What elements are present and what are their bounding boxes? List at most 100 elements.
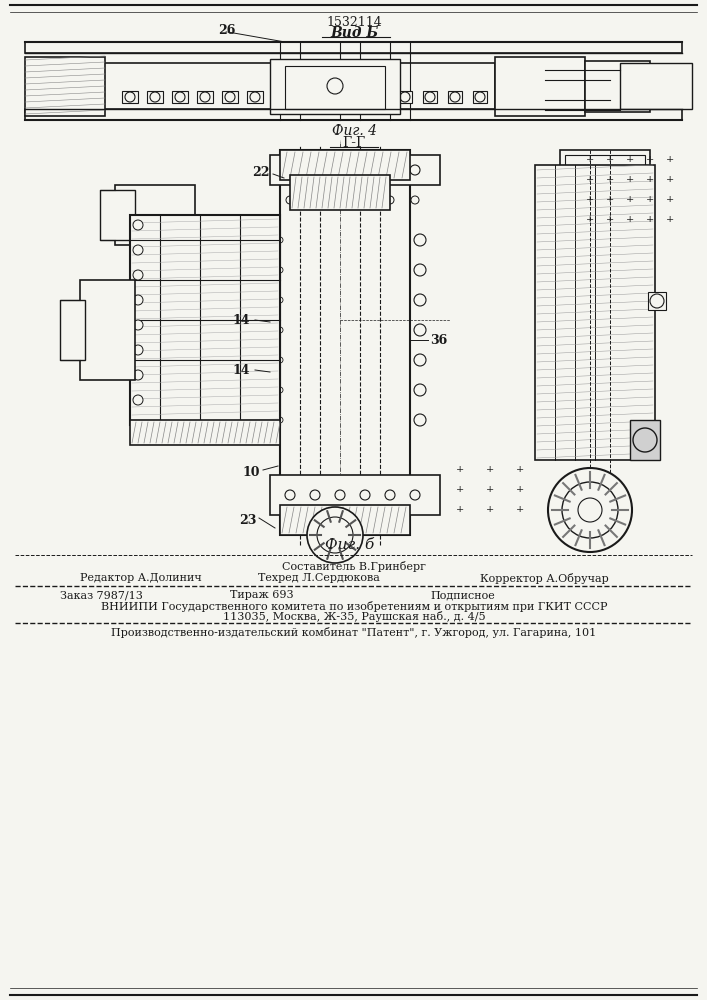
Text: Производственно-издательский комбинат "Патент", г. Ужгород, ул. Гагарина, 101: Производственно-издательский комбинат "П…	[112, 626, 597, 638]
Circle shape	[133, 345, 143, 355]
Text: 22: 22	[252, 165, 270, 178]
Bar	[280, 150, 410, 535]
Text: Составитель В.Гринберг: Составитель В.Гринберг	[282, 560, 426, 572]
Bar	[630, 420, 660, 460]
Circle shape	[414, 234, 426, 246]
Text: +: +	[666, 196, 674, 205]
Text: +: +	[586, 196, 594, 205]
Text: +: +	[606, 176, 614, 184]
Circle shape	[277, 387, 283, 393]
Bar	[270, 475, 440, 515]
Circle shape	[317, 517, 353, 553]
Circle shape	[336, 196, 344, 204]
Text: +: +	[586, 216, 594, 225]
Bar	[285, 66, 385, 109]
Text: +: +	[606, 216, 614, 225]
Bar	[348, 91, 362, 103]
Circle shape	[578, 498, 602, 522]
Text: +: +	[586, 176, 594, 184]
Circle shape	[277, 267, 283, 273]
Circle shape	[414, 414, 426, 426]
Circle shape	[277, 237, 283, 243]
Circle shape	[650, 294, 664, 308]
Text: +: +	[626, 216, 634, 225]
Circle shape	[264, 324, 276, 336]
Circle shape	[264, 414, 276, 426]
Circle shape	[414, 354, 426, 366]
Bar	[373, 91, 387, 103]
Bar	[25, 109, 682, 120]
Bar	[55, 63, 495, 109]
Text: Подписное: Подписное	[430, 590, 495, 600]
Text: 113035, Москва, Ж-35, Раушская наб., д. 4/5: 113035, Москва, Ж-35, Раушская наб., д. …	[223, 610, 485, 621]
Bar	[290, 175, 390, 210]
Circle shape	[264, 234, 276, 246]
Text: +: +	[646, 155, 654, 164]
Bar	[535, 165, 655, 460]
Circle shape	[562, 482, 618, 538]
Bar	[620, 63, 692, 109]
Text: +: +	[646, 176, 654, 184]
Circle shape	[414, 264, 426, 276]
Bar	[172, 91, 188, 103]
Circle shape	[400, 92, 410, 102]
Text: Редактор А.Долинич: Редактор А.Долинич	[80, 573, 201, 583]
Text: +: +	[666, 155, 674, 164]
Bar	[270, 59, 400, 114]
Circle shape	[311, 196, 319, 204]
Bar	[25, 57, 105, 116]
Text: +: +	[486, 466, 494, 475]
Circle shape	[286, 196, 294, 204]
Text: +: +	[626, 176, 634, 184]
Circle shape	[150, 92, 160, 102]
Text: Г-Г: Г-Г	[342, 136, 366, 150]
Bar	[130, 420, 280, 445]
Text: +: +	[606, 155, 614, 164]
Circle shape	[133, 370, 143, 380]
Bar	[60, 300, 85, 360]
Circle shape	[125, 92, 135, 102]
Circle shape	[386, 196, 394, 204]
Circle shape	[133, 220, 143, 230]
Circle shape	[133, 245, 143, 255]
Text: Корректор А.Обручар: Корректор А.Обручар	[480, 572, 609, 584]
Circle shape	[410, 490, 420, 500]
Circle shape	[285, 490, 295, 500]
Circle shape	[225, 92, 235, 102]
Circle shape	[633, 428, 657, 452]
Text: 36: 36	[430, 334, 448, 347]
Circle shape	[285, 165, 295, 175]
Bar	[80, 280, 135, 380]
Circle shape	[277, 297, 283, 303]
Text: Вид Б: Вид Б	[330, 26, 378, 40]
Circle shape	[175, 92, 185, 102]
Circle shape	[264, 354, 276, 366]
Circle shape	[425, 92, 435, 102]
Circle shape	[350, 92, 360, 102]
Circle shape	[277, 417, 283, 423]
Text: +: +	[666, 216, 674, 225]
Bar	[585, 61, 650, 112]
Bar	[495, 57, 585, 116]
Text: Техред Л.Сердюкова: Техред Л.Сердюкова	[258, 573, 380, 583]
Circle shape	[335, 165, 345, 175]
Text: +: +	[516, 486, 524, 494]
Bar	[648, 292, 666, 310]
Bar	[280, 505, 410, 535]
Bar	[473, 91, 487, 103]
Text: 10: 10	[243, 466, 260, 479]
Circle shape	[335, 490, 345, 500]
Circle shape	[200, 92, 210, 102]
Bar	[100, 190, 135, 240]
Circle shape	[414, 294, 426, 306]
Text: 14: 14	[233, 363, 250, 376]
Text: +: +	[646, 216, 654, 225]
Circle shape	[133, 320, 143, 330]
Bar	[122, 91, 138, 103]
Bar	[247, 91, 263, 103]
Text: ВНИИПИ Государственного комитета по изобретениям и открытиям при ГКИТ СССР: ВНИИПИ Государственного комитета по изоб…	[101, 600, 607, 611]
Circle shape	[310, 165, 320, 175]
Text: +: +	[626, 196, 634, 205]
Circle shape	[385, 165, 395, 175]
Text: Заказ 7987/13: Заказ 7987/13	[60, 590, 143, 600]
